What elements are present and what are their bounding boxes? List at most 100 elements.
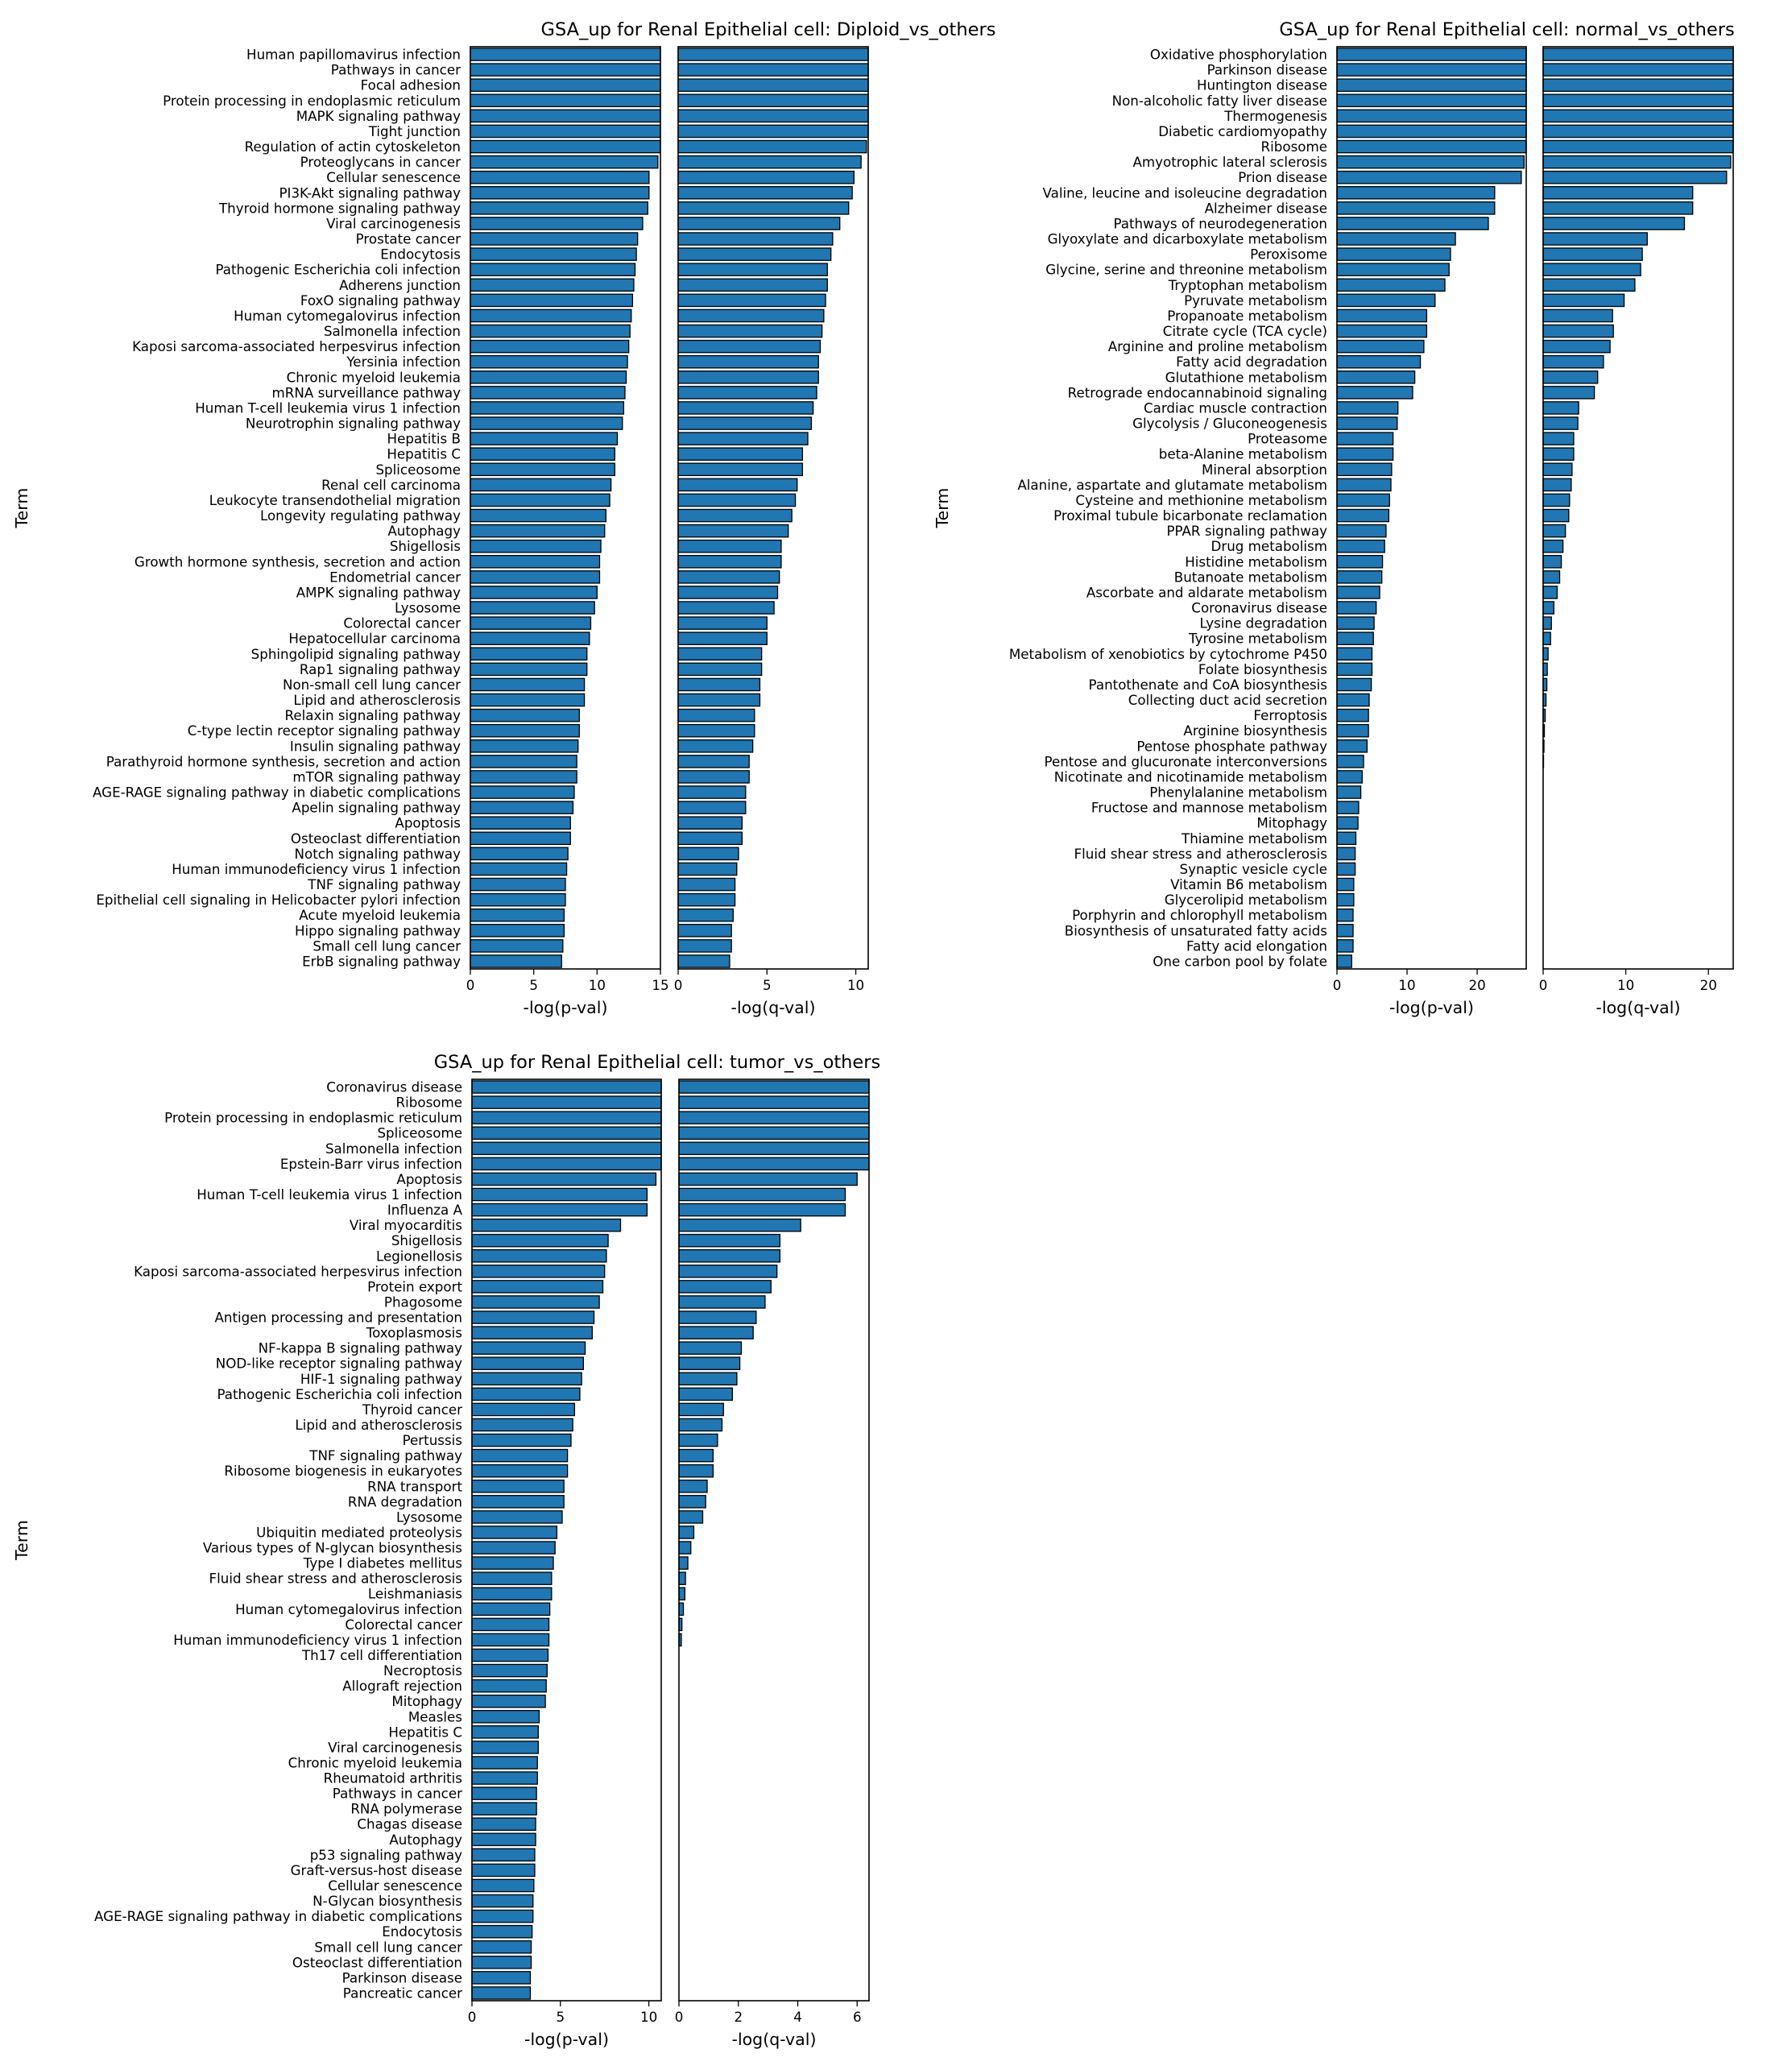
chart2-panel2-bar	[1542, 63, 1734, 77]
chart2-panel1-bar	[1336, 278, 1446, 292]
chart3-panel2-bar	[678, 1126, 870, 1141]
chart3-term-label: RNA degradation	[348, 1493, 462, 1509]
chart2-panel2-bar	[1542, 247, 1643, 261]
chart2-panel2-bar	[1542, 631, 1551, 645]
chart3-panel2-bar	[678, 1463, 714, 1478]
chart1-panel2-bar	[677, 247, 832, 261]
chart3-panel1-bar	[471, 1387, 581, 1401]
chart1-term-label: Salmonella infection	[324, 323, 461, 339]
chart2-panel1-bar	[1336, 908, 1354, 922]
chart1-panel2-bar	[677, 631, 768, 645]
chart2-panel2-bar	[1542, 478, 1572, 492]
chart2-term-label: Glycine, serine and threonine metabolism	[1045, 262, 1327, 278]
chart3-term-label: Parkinson disease	[342, 1969, 462, 1985]
chart1-panel1-bar	[470, 816, 571, 830]
chart2-panel1-bar	[1336, 63, 1527, 77]
chart2-panel2-bar	[1542, 217, 1686, 230]
chart2-term-label: Glyoxylate and dicarboxylate metabolism	[1048, 231, 1327, 247]
chart1-term-label: Growth hormone synthesis, secretion and …	[135, 553, 461, 569]
chart3-panel1-bar	[471, 1172, 657, 1186]
chart3-term-label: Chagas disease	[357, 1816, 462, 1832]
chart1-term-label: MAPK signaling pathway	[296, 108, 461, 124]
chart1-term-label: Osteoclast differentiation	[291, 830, 461, 847]
chart1-panel1-bar	[470, 63, 661, 77]
chart2-panel2-bar	[1542, 308, 1613, 323]
chart2-panel1-bar	[1336, 93, 1527, 108]
chart3-panel1-bar	[471, 1310, 595, 1324]
chart3-term-label: Human immunodeficiency virus 1 infection	[173, 1632, 462, 1648]
chart3-term-label: Hepatitis C	[388, 1724, 462, 1740]
chart1-panel1-bar	[470, 48, 661, 61]
chart1-term-label: Chronic myeloid leukemia	[287, 369, 461, 385]
chart2-panel1-bar	[1336, 739, 1368, 753]
chart1-term-label: Rap1 signaling pathway	[300, 661, 461, 677]
chart3-term-label: Protein export	[367, 1278, 462, 1294]
chart2-panel2-bar	[1542, 93, 1734, 108]
chart2-panel2-bar	[1542, 555, 1562, 569]
chart2-panel1-bar	[1336, 631, 1374, 645]
chart3-term-label: Ubiquitin mediated proteolysis	[256, 1524, 462, 1540]
chart3-panel1-xtick-label: 10	[640, 2009, 657, 2025]
chart1-panel2-bar	[677, 908, 735, 922]
chart2-panel1-bar	[1336, 324, 1428, 338]
chart2-term-label: Coronavirus disease	[1191, 600, 1327, 616]
chart2-panel1-bar	[1336, 155, 1525, 169]
chart1-term-label: Neurotrophin signaling pathway	[246, 416, 461, 432]
chart2-panel1-bar	[1336, 770, 1363, 784]
chart2-panel2-bar	[1542, 586, 1558, 599]
chart1-panel1-bar	[470, 847, 569, 861]
chart2-panel2-bar	[1542, 339, 1611, 354]
chart3-panel1-bar	[471, 1372, 582, 1386]
chart1-term-label: ErbB signaling pathway	[302, 953, 461, 969]
chart1-panel1-bar	[470, 386, 626, 400]
chart1-panel1-bar	[470, 186, 650, 200]
chart1-panel2-bar	[677, 801, 747, 814]
chart2-panel1-bar	[1336, 693, 1370, 707]
chart3-term-label: Pancreatic cancer	[343, 1985, 462, 2001]
chart2-panel2-bar	[1542, 570, 1561, 584]
chart1-panel2-bar	[677, 339, 822, 354]
chart3-term-label: NOD-like receptor signaling pathway	[216, 1356, 462, 1372]
chart3-term-label: NF-kappa B signaling pathway	[259, 1340, 462, 1356]
chart2-panel1-bar	[1336, 232, 1456, 246]
chart2-panel1-bar	[1336, 78, 1527, 92]
chart2-term-label: Amyotrophic lateral sclerosis	[1133, 154, 1328, 170]
chart2-term-label: Nicotinate and nicotinamide metabolism	[1054, 768, 1327, 785]
chart1-panel2-bar	[677, 186, 853, 200]
chart1-panel2-bar	[677, 662, 763, 677]
chart2-panel1-bar	[1336, 201, 1496, 215]
chart3-panel1-bar	[471, 1956, 532, 1969]
chart2-term-label: Mineral absorption	[1202, 462, 1327, 478]
chart3-panel1-bar	[471, 1571, 552, 1585]
chart3-term-label: Pertussis	[403, 1432, 462, 1448]
chart3-panel2-frame	[678, 1078, 870, 2002]
chart2-panel2-bar	[1542, 508, 1570, 523]
chart1-term-label: Hippo signaling pathway	[295, 922, 461, 938]
chart1-panel1-bar	[470, 631, 590, 645]
chart3-panel1-xlabel: -log(p-val)	[524, 2030, 609, 2049]
chart1-term-label: AMPK signaling pathway	[296, 584, 461, 600]
chart1-panel2-bar	[677, 877, 736, 892]
chart1-panel1-bar	[470, 308, 632, 323]
chart1-panel1-bar	[470, 247, 637, 261]
chart3-panel1-bar	[471, 1971, 532, 1985]
chart1-panel2-bar	[677, 862, 738, 876]
chart2-panel1-bar	[1336, 247, 1451, 261]
chart3-panel1-bar	[471, 1679, 547, 1693]
chart3-term-label: Pathways in cancer	[333, 1786, 462, 1802]
chart2-panel1-bar	[1336, 877, 1355, 892]
chart3-panel2-bar	[678, 1326, 754, 1339]
chart3-panel2-xtick-label: 4	[793, 2009, 802, 2025]
chart2-panel2-bar	[1542, 462, 1573, 477]
chart1-panel2-xtick-label: 10	[847, 977, 864, 993]
chart2-panel2-bar	[1542, 539, 1564, 553]
chart2-panel1-bar	[1336, 862, 1356, 876]
chart1-panel2-bar	[677, 217, 841, 230]
chart3-panel1-bar	[471, 1479, 565, 1493]
chart1-term-label: Apelin signaling pathway	[292, 800, 461, 816]
chart3-panel1-bar	[471, 1203, 648, 1217]
chart1-panel2-bar	[677, 324, 823, 338]
chart3-term-label: HIF-1 signaling pathway	[300, 1371, 462, 1387]
chart2-term-label: Folate biosynthesis	[1198, 661, 1327, 677]
